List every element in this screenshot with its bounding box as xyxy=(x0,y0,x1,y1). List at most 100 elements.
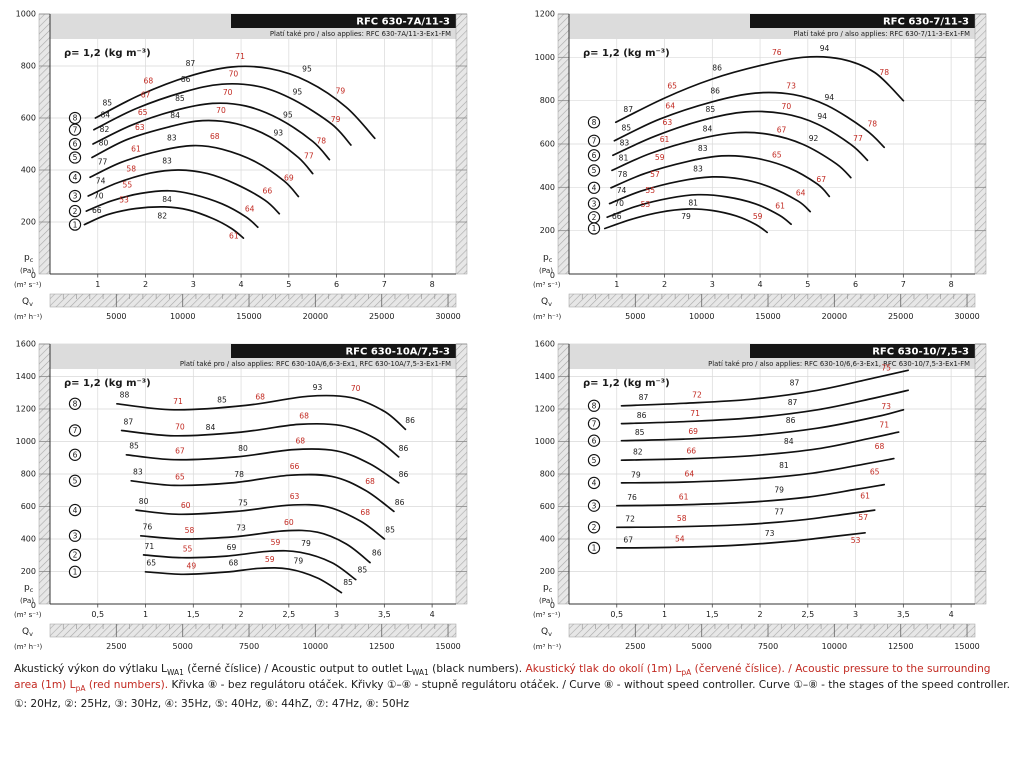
x-axis-ms-unit: (m³ s⁻¹) xyxy=(533,281,561,289)
stage-marker-3 xyxy=(587,197,601,210)
lpa-value-label: 66 xyxy=(686,447,696,456)
x-tick-label: 3,5 xyxy=(378,610,391,619)
y-tick-label: 400 xyxy=(21,166,36,175)
lwa-value-label: 87 xyxy=(123,417,133,426)
lwa-value-label: 86 xyxy=(181,75,191,84)
title-bar xyxy=(750,14,975,28)
stage-marker-1 xyxy=(68,565,82,578)
y-tick-label: 600 xyxy=(21,502,36,511)
lpa-value-label: 63 xyxy=(290,492,300,501)
x-tick-label: 2 xyxy=(758,610,763,619)
lwa-value-label: 79 xyxy=(681,212,691,221)
lpa-value-label: 71 xyxy=(173,397,183,406)
lwa-value-label: 95 xyxy=(293,88,303,97)
lwa-value-label: 79 xyxy=(774,485,784,494)
mh-tick-label: 15000 xyxy=(954,642,979,651)
fan-curves xyxy=(615,369,909,549)
legend-segment: (černé číslice) / Acoustic output to out… xyxy=(183,663,412,675)
x-axis-mh-unit: (m³ h⁻¹) xyxy=(14,313,43,321)
fan-curve-chart-canvas: RFC 630-10/7,5-3 Platí také pro / also ap… xyxy=(533,340,987,651)
mh-tick-label: 7500 xyxy=(758,642,778,651)
x-tick-label: 0,5 xyxy=(91,610,104,619)
y-tick-label: 400 xyxy=(21,535,36,544)
flow-label: Qv xyxy=(22,297,33,308)
lpa-value-label: 68 xyxy=(255,392,265,401)
mh-tick-label: 10000 xyxy=(689,312,714,321)
lpa-value-label: 67 xyxy=(141,91,151,100)
x-tick-label: 7 xyxy=(382,280,387,289)
x-tick-label: 2 xyxy=(239,610,244,619)
lpa-value-label: 61 xyxy=(131,145,141,154)
lpa-value-label: 57 xyxy=(858,513,868,522)
mh-tick-label: 20000 xyxy=(303,312,328,321)
density-label: ρ= 1,2 (kg m⁻³) xyxy=(64,378,151,389)
lwa-value-label: 86 xyxy=(637,411,647,420)
lwa-value-label: 92 xyxy=(809,134,819,143)
lwa-value-label: 75 xyxy=(238,498,248,507)
stage-marker-number: 5 xyxy=(592,456,597,465)
title-band: RFC 630-10A/7,5-3 Platí také pro / also a… xyxy=(50,344,456,369)
legend-text: Akustický výkon do výtlaku LWA1 (černé č… xyxy=(14,662,1010,695)
fan-curve-chart-canvas: RFC 630-7A/11-3 Platí také pro / also app… xyxy=(14,10,468,321)
stage-marker-number: 8 xyxy=(592,401,597,410)
lwa-value-label: 85 xyxy=(129,442,139,451)
y-ruler-band-right xyxy=(455,13,468,275)
stage-marker-4 xyxy=(68,503,82,517)
stage-markers: 1 2 3 4 5 6 7 8 xyxy=(68,111,82,231)
stage-marker-number: 6 xyxy=(592,436,597,445)
lpa-value-label: 59 xyxy=(265,555,275,564)
stage-marker-number: 1 xyxy=(73,568,78,577)
chart-rfc-630-7-11-3: RFC 630-7/11-3 Platí také pro / also appl… xyxy=(529,6,1014,324)
lwa-value-label: 86 xyxy=(710,87,720,96)
lpa-value-label: 68 xyxy=(875,442,885,451)
lpa-value-label: 64 xyxy=(245,205,255,214)
lwa-value-label: 86 xyxy=(399,470,409,479)
fan-curve-stage-1 xyxy=(83,206,245,239)
y-axis-title: pc xyxy=(24,583,34,594)
charts-grid: RFC 630-7A/11-3 Platí také pro / also app… xyxy=(10,6,1014,654)
stage-marker-2 xyxy=(587,211,601,224)
fan-curve-stage-8 xyxy=(614,55,905,124)
lpa-value-label: 70 xyxy=(216,106,226,115)
lpa-value-label: 70 xyxy=(781,102,791,111)
mh-tick-label: 25000 xyxy=(369,312,394,321)
lpa-value-label: 55 xyxy=(123,181,133,190)
y-tick-label: 800 xyxy=(540,96,555,105)
lwa-value-label: 83 xyxy=(162,157,172,166)
lpa-value-label: 63 xyxy=(663,118,673,127)
x-tick-label: 5 xyxy=(805,280,810,289)
datasheet-page: RFC 630-7A/11-3 Platí také pro / also app… xyxy=(10,6,1014,710)
legend-stages: ①: 20Hz, ②: 25Hz, ③: 30Hz, ④: 35Hz, ⑤: 4… xyxy=(14,697,410,710)
stage-marker-number: 1 xyxy=(592,544,597,553)
fan-curve-stage-5 xyxy=(611,131,852,179)
stage-marker-4 xyxy=(587,476,601,490)
lpa-value-label: 77 xyxy=(853,134,863,143)
y-tick-label: 200 xyxy=(21,567,36,576)
y-tick-label: 1000 xyxy=(16,10,36,19)
y-axis-title: pc xyxy=(24,253,34,264)
x-tick-label: 3 xyxy=(191,280,196,289)
x-tick-label: 2 xyxy=(143,280,148,289)
x-tick-label: 8 xyxy=(949,280,954,289)
lpa-value-label: 70 xyxy=(351,384,361,393)
lwa-value-label: 82 xyxy=(100,125,110,134)
y-axis-labels: 200 400 600 800 1000 1200 0 pc (Pa) xyxy=(535,10,555,281)
y-tick-label: 1200 xyxy=(535,405,555,414)
lwa-value-label: 86 xyxy=(399,444,409,453)
x-tick-label: 1,5 xyxy=(706,610,719,619)
stage-marker-number: 8 xyxy=(73,400,78,409)
lpa-value-label: 61 xyxy=(860,491,870,500)
y-tick-label: 1400 xyxy=(535,372,555,381)
lpa-value-label: 68 xyxy=(365,477,375,486)
stage-markers: 1 2 3 4 5 6 7 8 xyxy=(587,399,601,555)
lwa-value-label: 85 xyxy=(706,105,716,114)
y-axis-unit: (Pa) xyxy=(539,596,553,605)
mh-tick-label: 25000 xyxy=(888,312,913,321)
lwa-value-label: 67 xyxy=(623,535,633,544)
lpa-value-label: 68 xyxy=(144,77,154,86)
lwa-value-label: 94 xyxy=(817,112,827,121)
x-tick-label: 6 xyxy=(853,280,858,289)
fan-curve-stage-3 xyxy=(139,529,371,564)
x-tick-label: 4 xyxy=(949,610,954,619)
legend-segment: Křivka ⑧ - bez regulátoru otáček. Křivky… xyxy=(171,679,1010,692)
